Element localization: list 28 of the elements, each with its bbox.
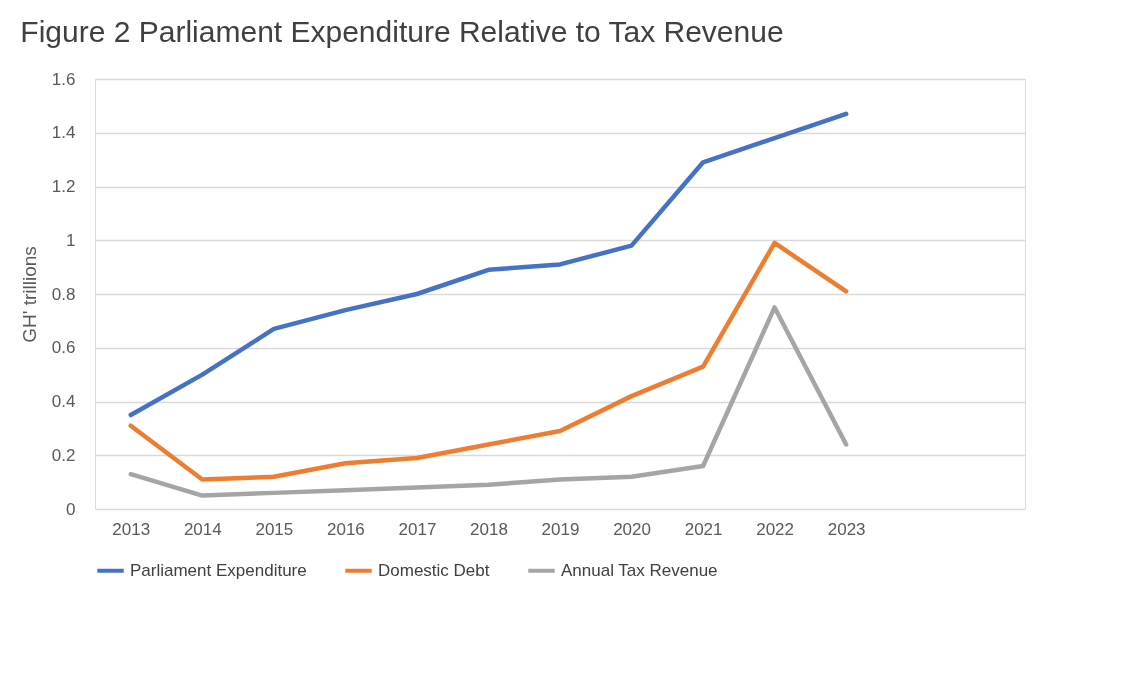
- y-axis-title: GH' trillions: [18, 246, 40, 343]
- y-tick-label: 1.2: [51, 177, 76, 196]
- y-tick-label: 1.4: [51, 123, 76, 143]
- x-tick-label: 2019: [541, 519, 580, 539]
- x-tick-label: 2016: [326, 519, 365, 539]
- y-tick-label: 0.6: [51, 338, 76, 358]
- x-tick-label: 2020: [613, 519, 651, 539]
- y-tick-label: 1: [66, 230, 76, 250]
- y-tick-label: 0.8: [51, 284, 76, 304]
- y-tick-label: 0.2: [51, 445, 76, 465]
- legend-label: Domestic Debt: [378, 560, 490, 580]
- x-tick-label: 2023: [827, 519, 866, 539]
- x-tick-label: 2021: [684, 519, 723, 539]
- line-series: [128, 111, 849, 418]
- x-tick-label: 2017: [398, 519, 437, 539]
- x-tick-label: 2018: [470, 519, 508, 539]
- x-tick-label: 2013: [112, 519, 151, 539]
- y-tick-label: 1.6: [51, 69, 76, 89]
- x-tick-label: 2015: [255, 519, 294, 539]
- x-tick-label: 2022: [756, 519, 795, 539]
- legend-label: Annual Tax Revenue: [561, 560, 718, 580]
- x-tick-label: 2014: [183, 519, 222, 539]
- line-series: [128, 305, 849, 498]
- y-tick-label: 0: [66, 499, 76, 519]
- legend-label: Parliament Expenditure: [130, 560, 307, 580]
- line-series: [128, 240, 849, 482]
- y-tick-label: 0.4: [51, 392, 76, 411]
- chart-title: Figure 2 Parliament Expenditure Relative to Tax Revenue: [20, 15, 784, 48]
